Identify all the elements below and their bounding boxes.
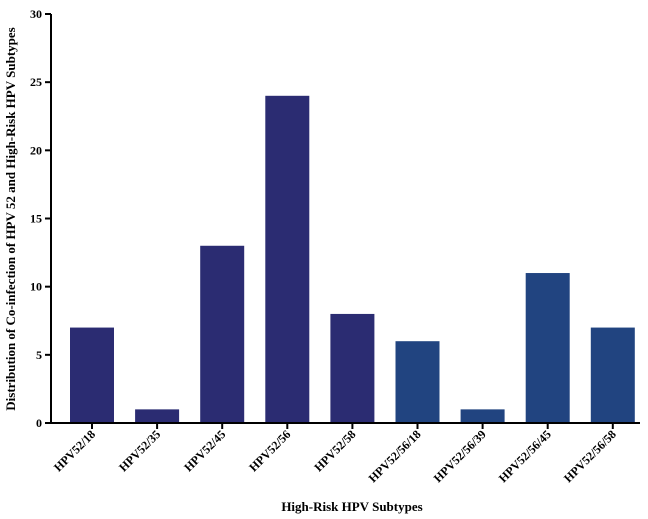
- x-tick-label: HPV52/18: [51, 427, 98, 474]
- bar-hpv52-45: [200, 245, 245, 423]
- x-tick-label: HPV52/56/58: [561, 427, 619, 485]
- bar-hpv52-56-39: [460, 409, 505, 423]
- bar-hpv52-18: [70, 327, 114, 423]
- bar-hpv52-56-45: [525, 273, 570, 423]
- y-tick-label: 0: [36, 416, 42, 430]
- x-axis-tick-labels: HPV52/18 HPV52/35 HPV52/45 HPV52/56 HPV52/58…: [51, 423, 619, 485]
- x-axis-title: High-Risk HPV Subtypes: [281, 499, 422, 514]
- y-tick-label: 25: [30, 75, 42, 89]
- bars: [70, 95, 635, 424]
- bar-hpv52-58: [330, 313, 375, 423]
- y-axis-ticks: 0 5 10 15 20 25 30: [30, 7, 51, 430]
- bar-hpv52-56-58: [590, 327, 635, 423]
- y-tick-label: 20: [30, 143, 42, 157]
- y-axis-title: Distribution of Co-infection of HPV 52 a…: [3, 27, 18, 410]
- bar-hpv52-35: [135, 409, 180, 423]
- y-tick-label: 5: [36, 348, 42, 362]
- y-tick-label: 15: [30, 212, 42, 226]
- y-tick-label: 10: [30, 280, 42, 294]
- x-tick-label: HPV52/56/45: [496, 427, 554, 485]
- x-tick-label: HPV52/56/18: [366, 427, 424, 485]
- x-tick-label: HPV52/45: [181, 427, 228, 474]
- bar-hpv52-56: [265, 95, 310, 424]
- y-tick-label: 30: [30, 7, 42, 21]
- x-tick-label: HPV52/56/39: [431, 427, 489, 485]
- x-tick-label: HPV52/56: [246, 427, 293, 474]
- x-tick-label: HPV52/58: [311, 427, 358, 474]
- bar-hpv52-56-18: [395, 341, 440, 423]
- x-tick-label: HPV52/35: [116, 427, 163, 474]
